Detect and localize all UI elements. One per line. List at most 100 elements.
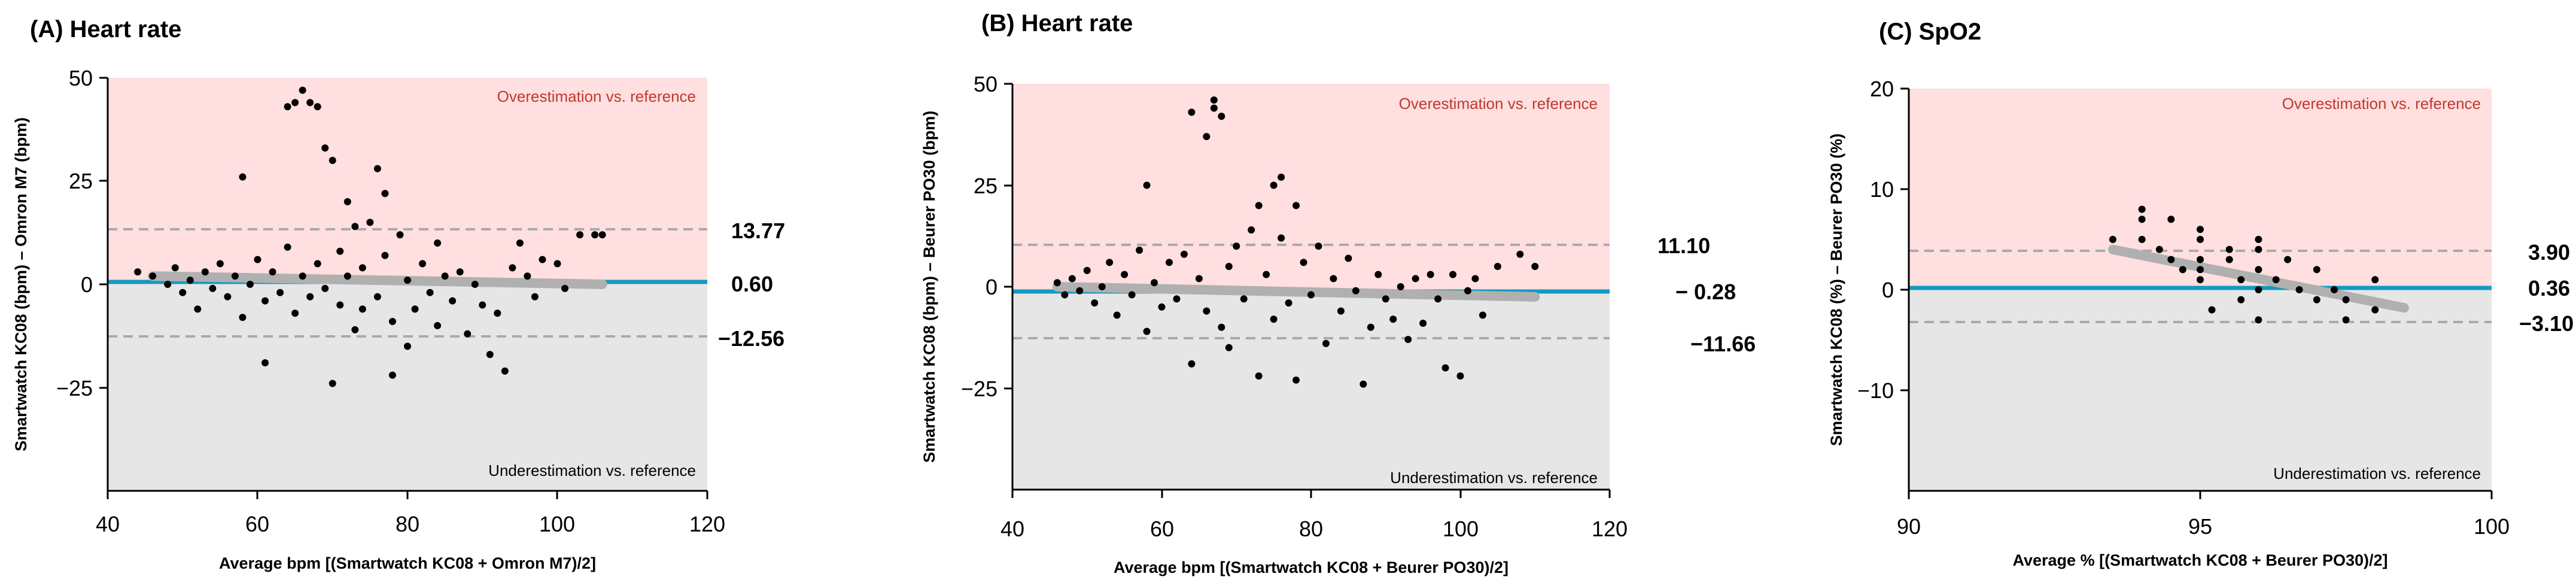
panel-a: (A) Heart rate Overestimation vs. refere… — [12, 16, 785, 572]
data-point-a-42 — [358, 305, 366, 313]
data-point-b-17 — [1165, 259, 1173, 266]
data-point-a-58 — [441, 272, 449, 280]
data-point-c-2 — [2138, 205, 2146, 213]
data-point-a-22 — [284, 103, 291, 111]
data-point-b-53 — [1367, 323, 1374, 331]
underestimation-region-c — [1909, 290, 2492, 491]
data-point-a-32 — [321, 144, 329, 152]
data-point-b-55 — [1382, 295, 1389, 303]
data-point-a-44 — [373, 165, 381, 172]
data-point-b-30 — [1225, 344, 1233, 351]
data-point-c-13 — [2197, 276, 2204, 284]
data-point-b-15 — [1151, 279, 1158, 287]
data-point-a-59 — [449, 297, 457, 305]
bias-value-b: − 0.28 — [1675, 280, 1736, 304]
data-point-a-73 — [561, 284, 569, 292]
underestimation-region-b — [1012, 289, 1610, 490]
data-point-b-34 — [1255, 372, 1263, 380]
data-point-c-12 — [2197, 266, 2204, 274]
data-point-b-44 — [1300, 259, 1307, 266]
data-point-b-68 — [1479, 311, 1486, 319]
data-point-a-63 — [479, 301, 486, 309]
y-tick-label-c-2: 10 — [1870, 177, 1894, 202]
data-point-b-18 — [1173, 295, 1181, 303]
data-point-b-32 — [1240, 295, 1248, 303]
y-tick-label-c-4: −10 — [1857, 378, 1894, 403]
data-point-a-28 — [306, 99, 314, 107]
data-point-c-10 — [2197, 236, 2204, 243]
data-point-c-6 — [2167, 215, 2175, 223]
x-tick-label-b-5: 120 — [1592, 517, 1628, 541]
regression-line-b — [1052, 282, 1540, 302]
data-point-a-61 — [464, 330, 472, 338]
data-point-a-52 — [404, 342, 411, 350]
data-point-b-8 — [1106, 259, 1114, 266]
data-point-a-27 — [306, 293, 314, 300]
data-point-a-33 — [329, 379, 336, 387]
data-point-c-7 — [2167, 256, 2175, 263]
data-point-a-65 — [494, 309, 501, 317]
data-point-a-20 — [276, 289, 284, 296]
data-point-a-7 — [194, 305, 202, 313]
y-tick-label-b-1: 50 — [974, 72, 997, 96]
data-point-c-3 — [2138, 215, 2146, 223]
y-tick-label-c-1: 20 — [1870, 77, 1894, 101]
underestimation-label-c: Underestimation vs. reference — [2273, 464, 2481, 482]
data-point-b-12 — [1136, 246, 1143, 254]
data-point-b-28 — [1218, 323, 1225, 331]
data-point-b-42 — [1292, 202, 1300, 209]
data-point-a-64 — [486, 351, 494, 359]
data-point-b-71 — [1531, 263, 1539, 271]
regression-line-a — [148, 271, 607, 289]
x-tick-label-a-5: 120 — [689, 512, 725, 536]
data-point-a-43 — [366, 218, 374, 226]
data-point-b-4 — [1076, 287, 1084, 294]
data-point-a-76 — [598, 231, 606, 239]
lower-loa-value-b: −11.66 — [1690, 332, 1756, 356]
data-point-c-27 — [2313, 266, 2320, 274]
data-point-c-20 — [2255, 245, 2262, 253]
data-point-c-31 — [2342, 316, 2350, 324]
data-point-b-36 — [1263, 271, 1270, 278]
data-point-a-74 — [576, 231, 584, 239]
data-point-b-6 — [1091, 299, 1099, 307]
data-point-b-38 — [1270, 315, 1278, 323]
data-point-b-43 — [1292, 376, 1300, 384]
data-point-a-50 — [396, 231, 404, 239]
data-point-c-28 — [2313, 296, 2320, 303]
data-point-b-63 — [1441, 364, 1449, 372]
x-tick-label-b-2: 60 — [1150, 517, 1174, 541]
data-point-b-70 — [1516, 250, 1524, 258]
data-point-a-45 — [373, 293, 381, 300]
data-point-b-50 — [1345, 254, 1352, 262]
underestimation-region-a — [108, 284, 707, 491]
data-point-b-19 — [1180, 250, 1188, 258]
data-point-b-65 — [1456, 372, 1464, 380]
panel-title-b: (B) Heart rate — [981, 10, 1133, 37]
data-point-a-69 — [524, 272, 531, 280]
data-point-b-61 — [1427, 271, 1434, 278]
data-point-b-67 — [1471, 275, 1479, 283]
data-point-c-32 — [2371, 276, 2379, 284]
data-point-b-56 — [1389, 315, 1397, 323]
upper-loa-value-b: 11.10 — [1657, 233, 1710, 258]
data-point-b-46 — [1315, 242, 1322, 250]
underestimation-label-a: Underestimation vs. reference — [488, 461, 696, 479]
data-point-a-36 — [336, 301, 344, 309]
data-point-a-57 — [434, 322, 442, 329]
data-point-b-11 — [1128, 291, 1136, 299]
data-point-a-25 — [299, 272, 306, 280]
data-point-a-53 — [411, 305, 419, 313]
data-point-b-20 — [1188, 360, 1196, 368]
data-point-a-17 — [261, 297, 269, 305]
data-point-a-54 — [419, 260, 427, 268]
data-point-b-58 — [1404, 336, 1412, 344]
data-point-b-2 — [1061, 291, 1069, 299]
x-tick-label-b-4: 100 — [1443, 517, 1479, 541]
y-axis-label-a: Smartwatch KC08 (bpm) – Omron M7 (bpm) — [12, 117, 30, 451]
data-point-c-21 — [2255, 266, 2262, 274]
bias-value-a: 0.60 — [731, 272, 773, 296]
data-point-b-60 — [1419, 320, 1427, 327]
data-point-a-14 — [239, 173, 247, 181]
data-point-b-13 — [1143, 327, 1151, 335]
